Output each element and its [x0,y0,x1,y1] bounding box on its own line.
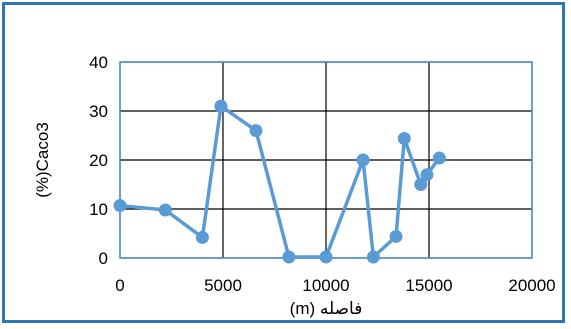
y-tick-labels: 0 10 20 30 40 [89,53,108,268]
data-point [356,153,370,167]
data-point [397,131,411,145]
y-tick-label: 20 [89,151,108,170]
data-point [158,203,172,217]
data-point [389,229,403,243]
series-line [119,104,441,259]
y-tick-label: 40 [89,53,108,72]
x-axis-title: فاصله (m) [290,299,363,318]
x-tick-label: 5000 [204,276,242,295]
x-tick-label: 15000 [405,276,452,295]
data-point [432,151,446,165]
data-point [319,250,333,264]
gridlines [119,61,533,259]
data-point [282,250,296,264]
x-tick-label: 20000 [508,276,555,295]
x-tick-label: 0 [115,276,124,295]
y-axis-title: (%)Caco3 [33,122,52,198]
data-point [366,250,380,264]
y-tick-label: 0 [99,249,108,268]
series-layer [113,99,446,264]
x-tick-label: 10000 [302,276,349,295]
data-point [195,230,209,244]
data-point [113,199,127,213]
data-point [414,178,428,191]
chart-frame: 0 10 20 30 40 0 5000 10000 15000 20000 (%)Caco3 … [2,2,565,323]
y-tick-label: 10 [89,200,108,219]
data-point [249,124,263,138]
x-tick-labels: 0 5000 10000 15000 20000 [115,276,555,295]
y-tick-label: 30 [89,102,108,121]
data-point [420,168,434,182]
data-point [214,99,228,113]
